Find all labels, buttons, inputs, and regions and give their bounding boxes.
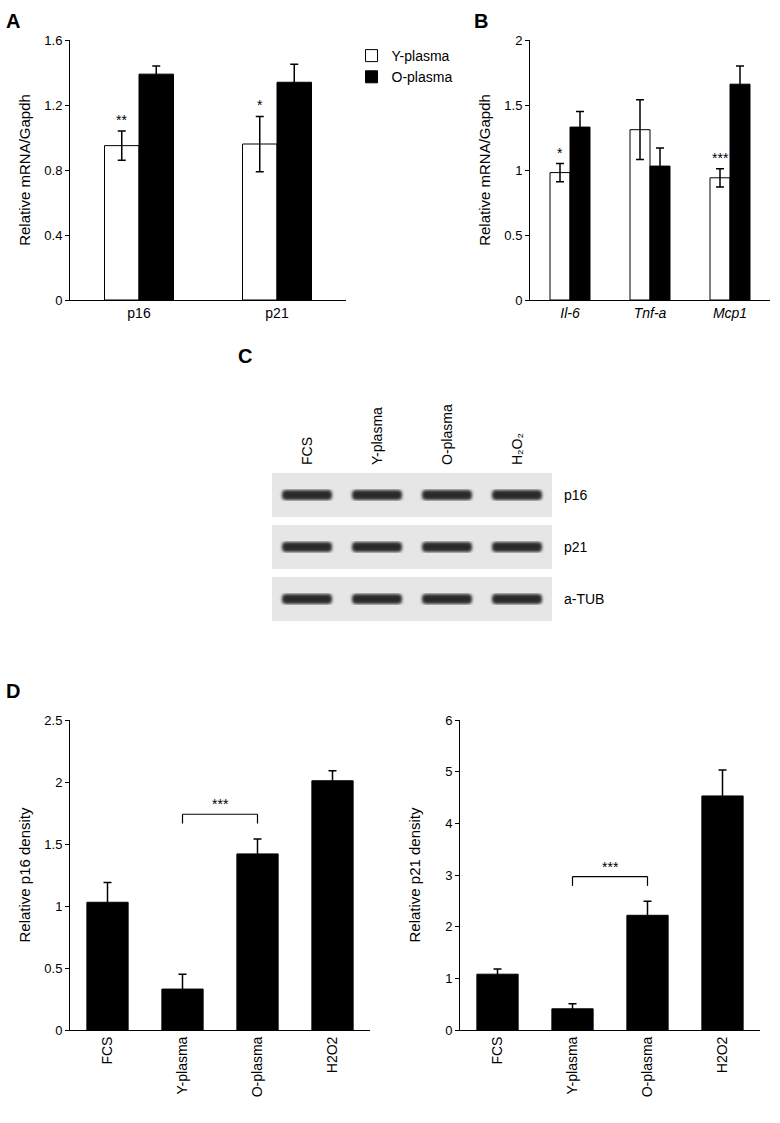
svg-text:Y-plasma: Y-plasma [174,1036,190,1094]
svg-text:*: * [257,97,263,113]
svg-text:Relative mRNA/Gapdh: Relative mRNA/Gapdh [16,94,33,246]
svg-text:Mcp1: Mcp1 [713,305,747,321]
svg-text:***: *** [712,150,729,166]
svg-text:2: 2 [55,775,62,790]
svg-text:0.4: 0.4 [44,228,62,243]
html-text:D: D [6,680,21,702]
svg-text:0.5: 0.5 [44,961,62,976]
svg-text:1: 1 [445,971,452,986]
svg-text:0: 0 [55,1023,62,1038]
svg-text:Relative mRNA/Gapdh: Relative mRNA/Gapdh [476,94,493,246]
svg-text:1.6: 1.6 [44,33,62,48]
svg-text:FCS: FCS [489,1037,505,1065]
svg-text:6: 6 [445,713,452,728]
html-text:A: A [6,10,21,32]
svg-text:p21: p21 [564,539,588,555]
svg-text:p16: p16 [564,487,588,503]
svg-text:***: *** [602,859,619,875]
svg-text:Tnf-a: Tnf-a [634,305,667,321]
svg-text:H2O2: H2O2 [324,1036,340,1073]
svg-text:Il-6: Il-6 [560,305,580,321]
svg-text:1: 1 [515,163,522,178]
svg-text:H2O2: H2O2 [714,1036,730,1073]
svg-text:0: 0 [55,293,62,308]
svg-text:FCS: FCS [99,1037,115,1065]
svg-text:2.5: 2.5 [44,713,62,728]
svg-text:4: 4 [445,816,452,831]
svg-text:Y-plasma: Y-plasma [392,48,450,64]
svg-text:Y-plasma: Y-plasma [564,1036,580,1094]
svg-text:**: ** [116,112,127,128]
svg-text:0: 0 [515,293,522,308]
svg-text:a-TUB: a-TUB [564,591,604,607]
svg-text:0.8: 0.8 [44,163,62,178]
svg-text:0: 0 [445,1023,452,1038]
html-text:C: C [238,345,253,367]
svg-text:p16: p16 [127,305,151,321]
svg-text:Relative p16 density: Relative p16 density [16,807,33,943]
svg-text:H₂O₂: H₂O₂ [509,433,525,465]
svg-text:1.2: 1.2 [44,98,62,113]
svg-text:Y-plasma: Y-plasma [369,407,385,465]
svg-text:O-plasma: O-plasma [249,1036,265,1097]
svg-text:2: 2 [445,919,452,934]
svg-text:2: 2 [515,33,522,48]
svg-text:O-plasma: O-plasma [639,1036,655,1097]
svg-text:p21: p21 [265,305,289,321]
svg-text:*: * [557,145,563,161]
svg-text:3: 3 [445,868,452,883]
svg-text:Relative p21 density: Relative p21 density [406,807,423,943]
html-text:B: B [474,10,489,32]
svg-text:5: 5 [445,764,452,779]
svg-text:FCS: FCS [299,437,315,465]
svg-text:O-plasma: O-plasma [392,69,453,85]
svg-text:O-plasma: O-plasma [439,404,455,465]
svg-text:***: *** [212,796,229,812]
svg-text:1.5: 1.5 [504,98,522,113]
svg-text:1: 1 [55,899,62,914]
svg-text:1.5: 1.5 [44,837,62,852]
svg-text:0.5: 0.5 [504,228,522,243]
